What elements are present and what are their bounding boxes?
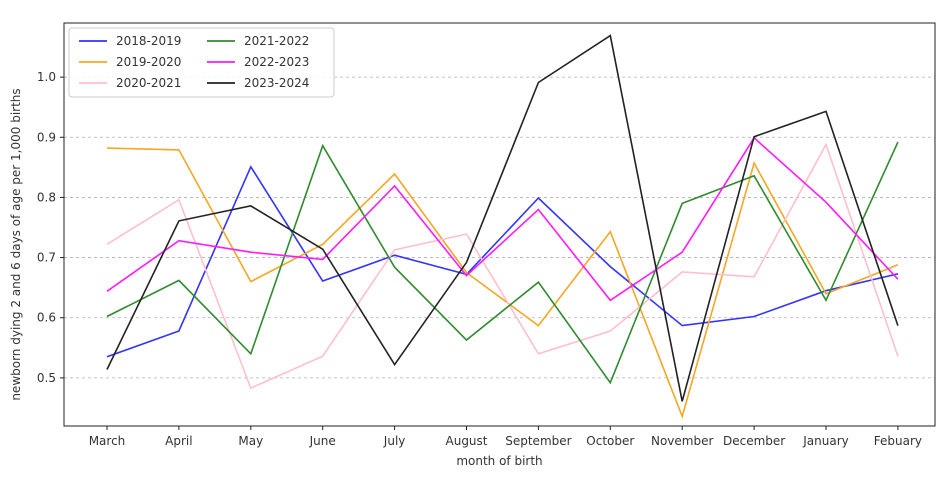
x-tick-label: April — [165, 434, 192, 448]
legend-label: 2020-2021 — [116, 76, 181, 90]
series-line-2022-2023 — [106, 136, 899, 302]
legend: 2018-2019 2019-2020 2020-2021 2021-2022 2022… — [68, 27, 335, 98]
x-tick-label: June — [309, 434, 336, 448]
legend-label: 2018-2019 — [116, 34, 181, 48]
grid-lines — [64, 76, 935, 379]
x-tick-label: November — [651, 434, 713, 448]
y-tick-label: 0.5 — [37, 371, 56, 385]
y-tick-label: 0.9 — [37, 130, 56, 144]
x-axis-title: month of birth — [456, 454, 542, 468]
y-tick-label: 0.8 — [37, 190, 56, 204]
x-tick-label: October — [586, 434, 634, 448]
series-line-2021-2022 — [106, 141, 899, 385]
x-axis-ticks: March April May June July August September Octo… — [89, 426, 922, 448]
y-tick-label: 1.0 — [37, 70, 56, 84]
x-tick-label: August — [446, 434, 488, 448]
plot-frame — [63, 22, 936, 427]
x-tick-label: December — [723, 434, 785, 448]
series-line-2019-2020 — [106, 147, 899, 419]
legend-label: 2021-2022 — [244, 34, 309, 48]
x-tick-label: Febuary — [874, 434, 922, 448]
x-tick-label: March — [89, 434, 126, 448]
series-lines — [106, 34, 899, 419]
x-tick-label: May — [238, 434, 263, 448]
series-line-2020-2021 — [106, 142, 899, 390]
y-tick-label: 0.7 — [37, 251, 56, 265]
x-tick-label: January — [802, 434, 849, 448]
series-line-2018-2019 — [106, 165, 899, 358]
legend-label: 2022-2023 — [244, 55, 309, 69]
series-line-2023-2024 — [106, 34, 899, 402]
x-tick-label: July — [383, 434, 406, 448]
legend-box — [68, 27, 335, 98]
y-axis-ticks: 0.5 0.6 0.7 0.8 0.9 1.0 — [37, 70, 64, 385]
x-tick-label: September — [505, 434, 571, 448]
y-axis-title: newborn dying 2 and 6 days of age per 1,… — [9, 88, 23, 400]
legend-label: 2023-2024 — [244, 76, 309, 90]
y-tick-label: 0.6 — [37, 311, 56, 325]
legend-label: 2019-2020 — [116, 55, 181, 69]
